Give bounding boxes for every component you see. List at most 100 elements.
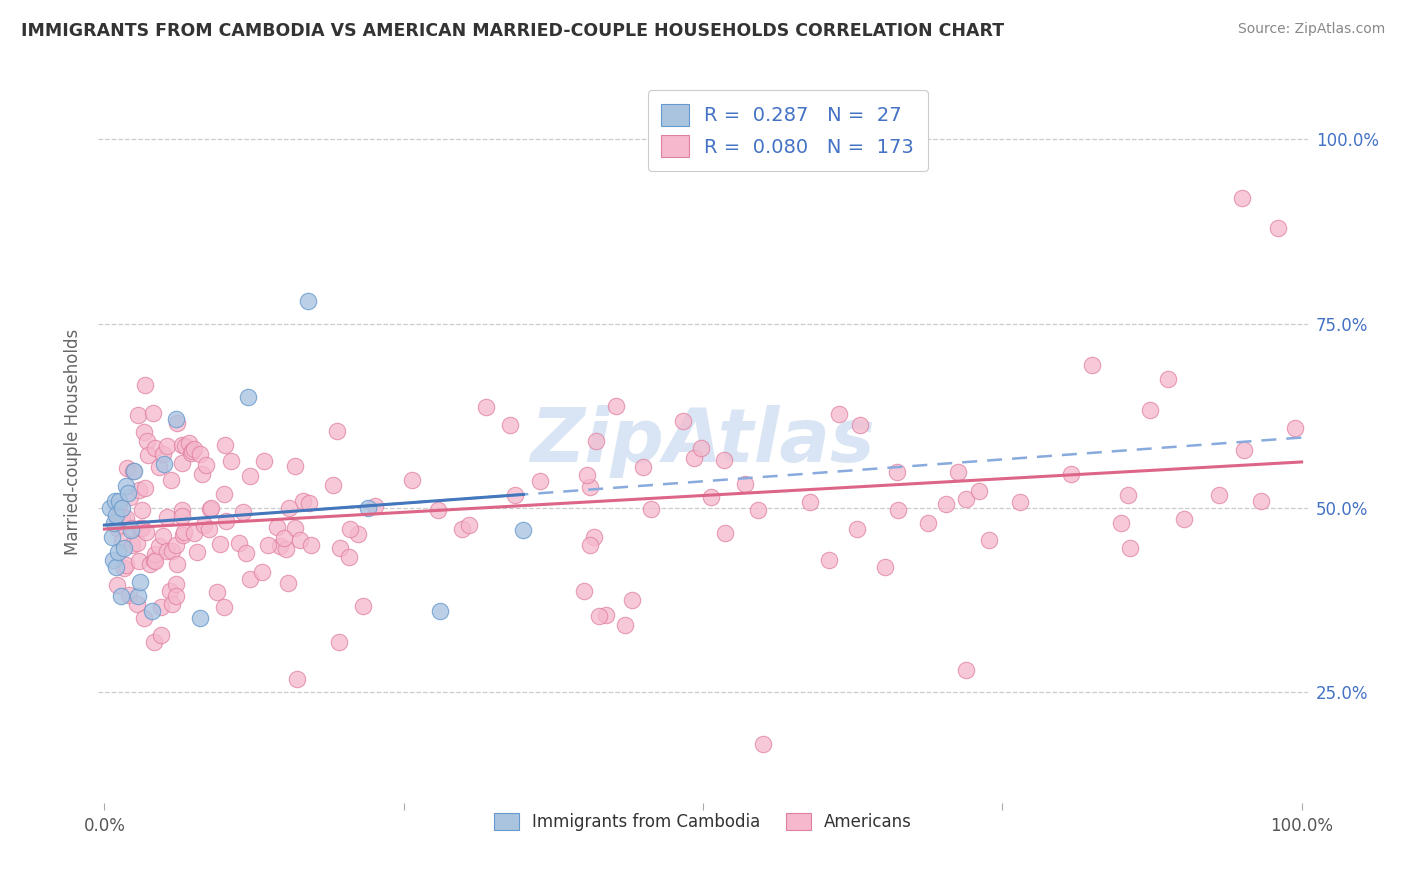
Point [352, 599, 374, 613]
Point [578, 480, 600, 494]
Point [101, 552, 124, 566]
Point [112, 541, 135, 556]
Point [138, 557, 160, 571]
Point [273, 531, 295, 545]
Point [197, 522, 219, 536]
Point [232, 505, 254, 519]
Point [104, 493, 127, 508]
Point [124, 464, 146, 478]
Point [329, 541, 352, 556]
Point [143, 552, 166, 566]
Point [605, 399, 627, 413]
Point [117, 588, 139, 602]
Point [290, 533, 312, 547]
Point [160, 598, 183, 612]
Point [212, 600, 235, 615]
Point [165, 589, 187, 603]
Point [128, 521, 150, 535]
Point [274, 542, 297, 557]
Point [156, 439, 179, 453]
Point [127, 590, 149, 604]
Point [690, 441, 713, 455]
Point [155, 510, 177, 524]
Point [325, 424, 347, 438]
Point [148, 540, 170, 554]
Point [873, 560, 896, 574]
Point [105, 516, 128, 531]
Point [115, 479, 138, 493]
Point [714, 526, 737, 541]
Point [713, 453, 735, 467]
Point [828, 407, 851, 421]
Point [266, 520, 288, 534]
Point [752, 737, 775, 751]
Point [134, 481, 156, 495]
Point [236, 390, 259, 404]
Point [672, 414, 695, 428]
Point [160, 544, 183, 558]
Point [277, 576, 299, 591]
Point [1119, 541, 1142, 555]
Point [181, 444, 204, 458]
Point [159, 584, 181, 599]
Text: Source: ZipAtlas.com: Source: ZipAtlas.com [1237, 22, 1385, 37]
Point [256, 538, 278, 552]
Point [457, 518, 479, 533]
Point [269, 539, 291, 553]
Point [193, 518, 215, 533]
Point [1081, 358, 1104, 372]
Point [347, 527, 370, 541]
Point [700, 490, 723, 504]
Point [128, 554, 150, 568]
Point [105, 508, 128, 523]
Point [108, 500, 131, 514]
Point [1284, 420, 1306, 434]
Point [451, 522, 474, 536]
Point [595, 608, 617, 623]
Point [205, 585, 228, 599]
Point [886, 465, 908, 479]
Point [110, 590, 132, 604]
Point [235, 546, 257, 560]
Point [112, 560, 135, 574]
Point [120, 523, 142, 537]
Point [239, 573, 262, 587]
Point [136, 434, 159, 448]
Point [529, 474, 551, 488]
Point [129, 574, 152, 589]
Point [108, 507, 131, 521]
Point [277, 501, 299, 516]
Point [1173, 512, 1195, 526]
Point [128, 483, 150, 498]
Point [955, 663, 977, 677]
Point [1139, 402, 1161, 417]
Point [613, 617, 636, 632]
Point [153, 457, 176, 471]
Point [1267, 220, 1289, 235]
Legend: Immigrants from Cambodia, Americans: Immigrants from Cambodia, Americans [488, 806, 918, 838]
Point [105, 560, 128, 574]
Point [631, 460, 654, 475]
Point [170, 503, 193, 517]
Point [188, 611, 211, 625]
Point [228, 536, 250, 550]
Point [1208, 488, 1230, 502]
Point [118, 491, 141, 505]
Point [298, 496, 321, 510]
Point [188, 447, 211, 461]
Point [252, 565, 274, 579]
Point [935, 497, 957, 511]
Point [125, 597, 148, 611]
Point [134, 378, 156, 392]
Point [127, 408, 149, 422]
Point [131, 521, 153, 535]
Point [141, 604, 163, 618]
Point [172, 528, 194, 542]
Point [640, 501, 662, 516]
Point [103, 516, 125, 530]
Point [148, 460, 170, 475]
Point [337, 550, 360, 565]
Point [1233, 442, 1256, 457]
Point [132, 425, 155, 439]
Point [734, 476, 756, 491]
